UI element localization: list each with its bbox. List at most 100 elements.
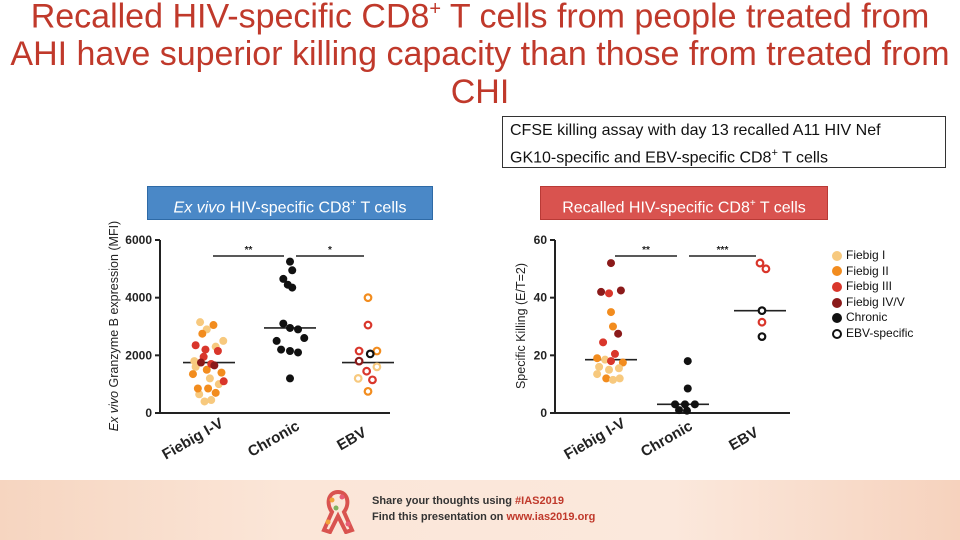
legend-item: Fiebig IV/V bbox=[832, 295, 913, 311]
data-point bbox=[363, 320, 373, 330]
y-axis-label: Specific Killing (E/T=2) bbox=[514, 263, 528, 389]
data-point bbox=[204, 384, 213, 393]
legend-label: Chronic bbox=[846, 310, 888, 325]
recalled-pre: Recalled HIV-specific CD8 bbox=[562, 199, 750, 217]
y-axis-label-italic: Ex vivo bbox=[107, 391, 121, 431]
title-main: Recalled HIV-specific CD8 bbox=[30, 0, 430, 36]
data-point bbox=[615, 374, 624, 383]
data-point bbox=[605, 365, 614, 374]
data-point bbox=[593, 354, 602, 363]
footer-find-line: Find this presentation on www.ias2019.or… bbox=[372, 511, 595, 523]
data-point bbox=[363, 293, 373, 303]
data-point bbox=[363, 386, 373, 396]
y-axis-label-rest: Granzyme B expression (MFI) bbox=[107, 221, 121, 391]
legend-item: Fiebig I bbox=[832, 248, 913, 264]
significance-label: *** bbox=[717, 245, 729, 256]
footer-share-text: Share your thoughts using bbox=[372, 495, 516, 507]
ias-ribbon-logo-icon bbox=[321, 489, 355, 534]
footer-find-text: Find this presentation on bbox=[372, 511, 507, 523]
y-tick-label: 4000 bbox=[125, 291, 152, 305]
data-point bbox=[599, 338, 608, 347]
footer-url-link[interactable]: www.ias2019.org bbox=[506, 511, 596, 523]
y-tick-label: 60 bbox=[534, 233, 548, 247]
data-point bbox=[602, 374, 611, 383]
data-point bbox=[286, 374, 294, 383]
data-point bbox=[683, 384, 692, 393]
data-point bbox=[682, 406, 691, 415]
data-point bbox=[294, 348, 303, 357]
recalled-panel-label: Recalled HIV-specific CD8+ T cells bbox=[540, 186, 828, 220]
data-point bbox=[607, 357, 615, 366]
data-point bbox=[272, 336, 281, 345]
data-point bbox=[191, 341, 200, 350]
data-point bbox=[683, 357, 692, 366]
data-point bbox=[219, 377, 228, 386]
legend-label: Fiebig III bbox=[846, 279, 893, 294]
data-point bbox=[614, 364, 623, 373]
legend-item: Fiebig III bbox=[832, 279, 913, 295]
exvivo-rest: HIV-specific CD8 bbox=[225, 199, 351, 217]
data-point bbox=[300, 334, 309, 343]
assay-line-2-sup: + bbox=[771, 147, 778, 159]
y-tick-label: 40 bbox=[534, 291, 548, 305]
data-point bbox=[372, 346, 382, 356]
recalled-post: T cells bbox=[755, 199, 806, 217]
data-point bbox=[597, 287, 606, 296]
data-point bbox=[191, 362, 200, 371]
data-point bbox=[219, 336, 228, 345]
legend-swatch-icon bbox=[832, 281, 842, 292]
data-point bbox=[213, 347, 222, 356]
title-rest: T cells from people treated from AHI hav… bbox=[10, 0, 950, 112]
data-point bbox=[205, 374, 214, 383]
chart-panel-2: 0 20 40 60 Specific Killing (E/T=2) Fiebig I-… bbox=[514, 233, 790, 463]
data-point bbox=[277, 345, 286, 354]
assay-line-1: CFSE killing assay with day 13 recalled … bbox=[510, 122, 881, 139]
y-tick-label: 20 bbox=[534, 348, 548, 362]
data-point bbox=[209, 321, 218, 330]
legend-item: Chronic bbox=[832, 310, 913, 326]
legend-swatch-icon bbox=[832, 328, 842, 339]
recalled-sup: + bbox=[749, 198, 756, 209]
data-point bbox=[211, 388, 220, 397]
data-point bbox=[207, 396, 216, 405]
assay-line-2-pre: GK10-specific and EBV-specific CD8 bbox=[510, 149, 772, 167]
y-axis-label: Ex vivo Granzyme B expression (MFI) bbox=[107, 221, 121, 431]
data-point bbox=[675, 406, 684, 415]
data-point bbox=[279, 319, 288, 328]
data-point bbox=[362, 366, 372, 376]
data-point bbox=[201, 345, 210, 354]
data-point bbox=[193, 384, 202, 393]
data-point bbox=[755, 258, 765, 268]
legend-item: EBV-specific bbox=[832, 326, 913, 342]
data-point bbox=[593, 370, 602, 379]
legend-label: EBV-specific bbox=[846, 325, 914, 340]
exvivo-post: T cells bbox=[356, 199, 407, 217]
slide-title: Recalled HIV-specific CD8+ T cells from … bbox=[0, 0, 960, 111]
exvivo-sup: + bbox=[350, 198, 357, 209]
data-point bbox=[198, 329, 207, 338]
data-point bbox=[608, 375, 617, 384]
data-point bbox=[279, 274, 288, 283]
y-tick-label: 2000 bbox=[125, 348, 152, 362]
data-point bbox=[608, 322, 617, 331]
charts-canvas: 0 2000 4000 6000 Ex vivo Granzyme B expressi… bbox=[107, 221, 790, 463]
chart-panel-1: 0 2000 4000 6000 Ex vivo Granzyme B expressi… bbox=[107, 221, 394, 463]
data-point bbox=[294, 325, 303, 334]
legend-swatch-icon bbox=[832, 266, 842, 277]
data-point bbox=[605, 289, 614, 298]
legend-label: Fiebig I bbox=[846, 248, 886, 262]
x-category-label: Chronic bbox=[638, 418, 696, 461]
data-point bbox=[680, 400, 689, 409]
data-point bbox=[354, 356, 364, 366]
data-point bbox=[616, 286, 625, 295]
data-point bbox=[286, 257, 294, 266]
data-point bbox=[200, 397, 209, 406]
data-point bbox=[614, 329, 623, 338]
data-point bbox=[372, 362, 382, 372]
x-category-label: EBV bbox=[726, 424, 761, 454]
y-tick-label: 0 bbox=[540, 406, 547, 420]
data-point bbox=[595, 362, 604, 371]
data-point bbox=[354, 346, 364, 356]
assay-line-2-post: T cells bbox=[777, 149, 828, 167]
data-point bbox=[196, 358, 205, 367]
